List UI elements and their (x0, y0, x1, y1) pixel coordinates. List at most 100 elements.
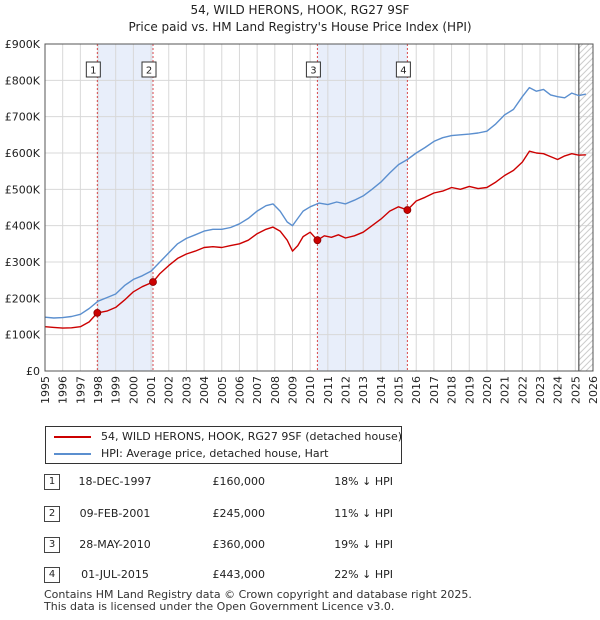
x-tick-label: 2021 (499, 376, 512, 404)
x-tick-label: 2012 (340, 376, 353, 404)
forecast-hatch-line (578, 135, 594, 151)
forecast-hatch-line (578, 93, 594, 109)
sale-label-box (141, 61, 157, 78)
forecast-hatch-line (578, 75, 594, 91)
forecast-hatch-line (578, 261, 594, 277)
forecast-hatch-line (578, 57, 594, 73)
sale-label-number: 1 (90, 66, 96, 77)
x-tick-label: 2025 (569, 376, 582, 404)
forecast-hatch-line (578, 81, 594, 97)
footer-license: This data is licensed under the Open Gov… (44, 600, 395, 613)
forecast-hatch-line (578, 237, 594, 253)
sale-point (403, 206, 412, 214)
forecast-hatch-line (579, 28, 593, 42)
x-tick-label: 2003 (180, 376, 193, 404)
x-tick-label: 2016 (410, 376, 423, 404)
forecast-hatch-line (578, 303, 594, 319)
forecast-hatch-line (578, 129, 594, 145)
forecast-hatch-line (578, 291, 594, 307)
sale-price: £245,000 (212, 507, 266, 520)
forecast-hatch-line (579, 10, 593, 24)
forecast-hatch-line (578, 111, 594, 127)
x-tick-label: 2007 (251, 376, 264, 404)
x-tick-label: 1995 (39, 376, 52, 404)
x-tick-label: 2018 (446, 376, 459, 404)
sale-label-number: 2 (146, 66, 152, 77)
forecast-hatch-line (578, 201, 594, 217)
y-tick-label: £100K (5, 329, 41, 342)
forecast-hatch-line (578, 315, 594, 331)
sale-point (313, 236, 322, 245)
sale-marker-badge: 3 (44, 537, 60, 553)
sale-label-number: 4 (400, 66, 406, 77)
forecast-hatch-line (578, 63, 594, 79)
price-chart: 54, WILD HERONS, HOOK, RG27 9SF Price pa… (5, 3, 600, 404)
sale-hpi-delta: 22% ↓ HPI (334, 568, 393, 581)
forecast-hatch-line (578, 45, 594, 61)
x-tick-label: 2026 (587, 376, 600, 404)
x-tick-label: 2004 (198, 376, 211, 404)
forecast-hatch-line (578, 279, 594, 295)
x-tick-label: 2024 (552, 376, 565, 404)
forecast-hatch-line (578, 213, 594, 229)
legend-label-hpi: HPI: Average price, detached house, Hart (101, 447, 329, 460)
forecast-hatch-line (578, 147, 594, 163)
forecast-hatch-line (578, 339, 594, 355)
forecast-hatch-line (578, 117, 594, 133)
forecast-hatch-line (578, 99, 594, 115)
x-tick-label: 2010 (304, 376, 317, 404)
sale-date: 28-MAY-2010 (79, 538, 151, 551)
y-tick-label: £400K (5, 220, 41, 233)
x-tick-label: 2022 (516, 376, 529, 404)
sale-date: 18-DEC-1997 (78, 475, 152, 488)
sale-point (149, 278, 157, 286)
chart-title: 54, WILD HERONS, HOOK, RG27 9SF (191, 3, 410, 17)
x-tick-label: 1998 (92, 376, 105, 404)
forecast-hatch-line (578, 327, 594, 343)
sale-point (93, 308, 102, 317)
forecast-hatch-line (578, 165, 594, 181)
x-tick-label: 1999 (110, 376, 123, 404)
x-tick-label: 2002 (163, 376, 176, 404)
sale-label-box (395, 61, 411, 78)
forecast-hatch-line (578, 207, 594, 223)
sale-marker-badge: 4 (44, 567, 60, 583)
forecast-hatch-line (578, 273, 594, 289)
forecast-hatch-line (578, 351, 594, 367)
y-tick-label: £0 (26, 365, 40, 378)
forecast-hatch-line (578, 321, 594, 337)
sale-date: 09-FEB-2001 (79, 507, 151, 520)
forecast-hatch-line (578, 297, 594, 313)
x-tick-label: 2008 (269, 376, 282, 404)
sale-date: 01-JUL-2015 (81, 568, 149, 581)
x-tick-label: 1996 (57, 376, 70, 404)
plot-frame (44, 43, 594, 372)
forecast-hatch-line (578, 177, 594, 193)
forecast-hatch-line (578, 51, 594, 67)
chart-subtitle: Price paid vs. HM Land Registry's House … (128, 20, 471, 34)
forecast-hatch-line (578, 225, 594, 241)
x-tick-label: 2009 (286, 376, 299, 404)
sales-table-row: 1 18-DEC-1997 £160,000 18% ↓ HPI (0, 472, 600, 492)
forecast-hatch-line (578, 255, 594, 271)
sale-label-box (85, 61, 101, 78)
y-tick-label: £900K (5, 38, 41, 51)
legend: 54, WILD HERONS, HOOK, RG27 9SF (detache… (45, 426, 402, 464)
forecast-hatch-line (578, 285, 594, 301)
forecast-hatch-line (578, 141, 594, 157)
x-tick-label: 2023 (534, 376, 547, 404)
x-tick-label: 2000 (127, 376, 140, 404)
y-tick-label: £500K (5, 183, 41, 196)
forecast-hatch-line (578, 105, 594, 121)
y-tick-label: £800K (5, 74, 41, 87)
x-tick-label: 2017 (428, 376, 441, 404)
series-line-hpi (44, 86, 587, 319)
x-tick-label: 2020 (481, 376, 494, 404)
forecast-hatch-line (578, 44, 584, 49)
forecast-hatch-line (579, 22, 593, 36)
forecast-hatch-line (578, 159, 594, 175)
forecast-hatch-line (578, 189, 594, 205)
forecast-hatch-line (578, 219, 594, 235)
x-tick-label: 2013 (357, 376, 370, 404)
sale-period-band (97, 44, 154, 371)
